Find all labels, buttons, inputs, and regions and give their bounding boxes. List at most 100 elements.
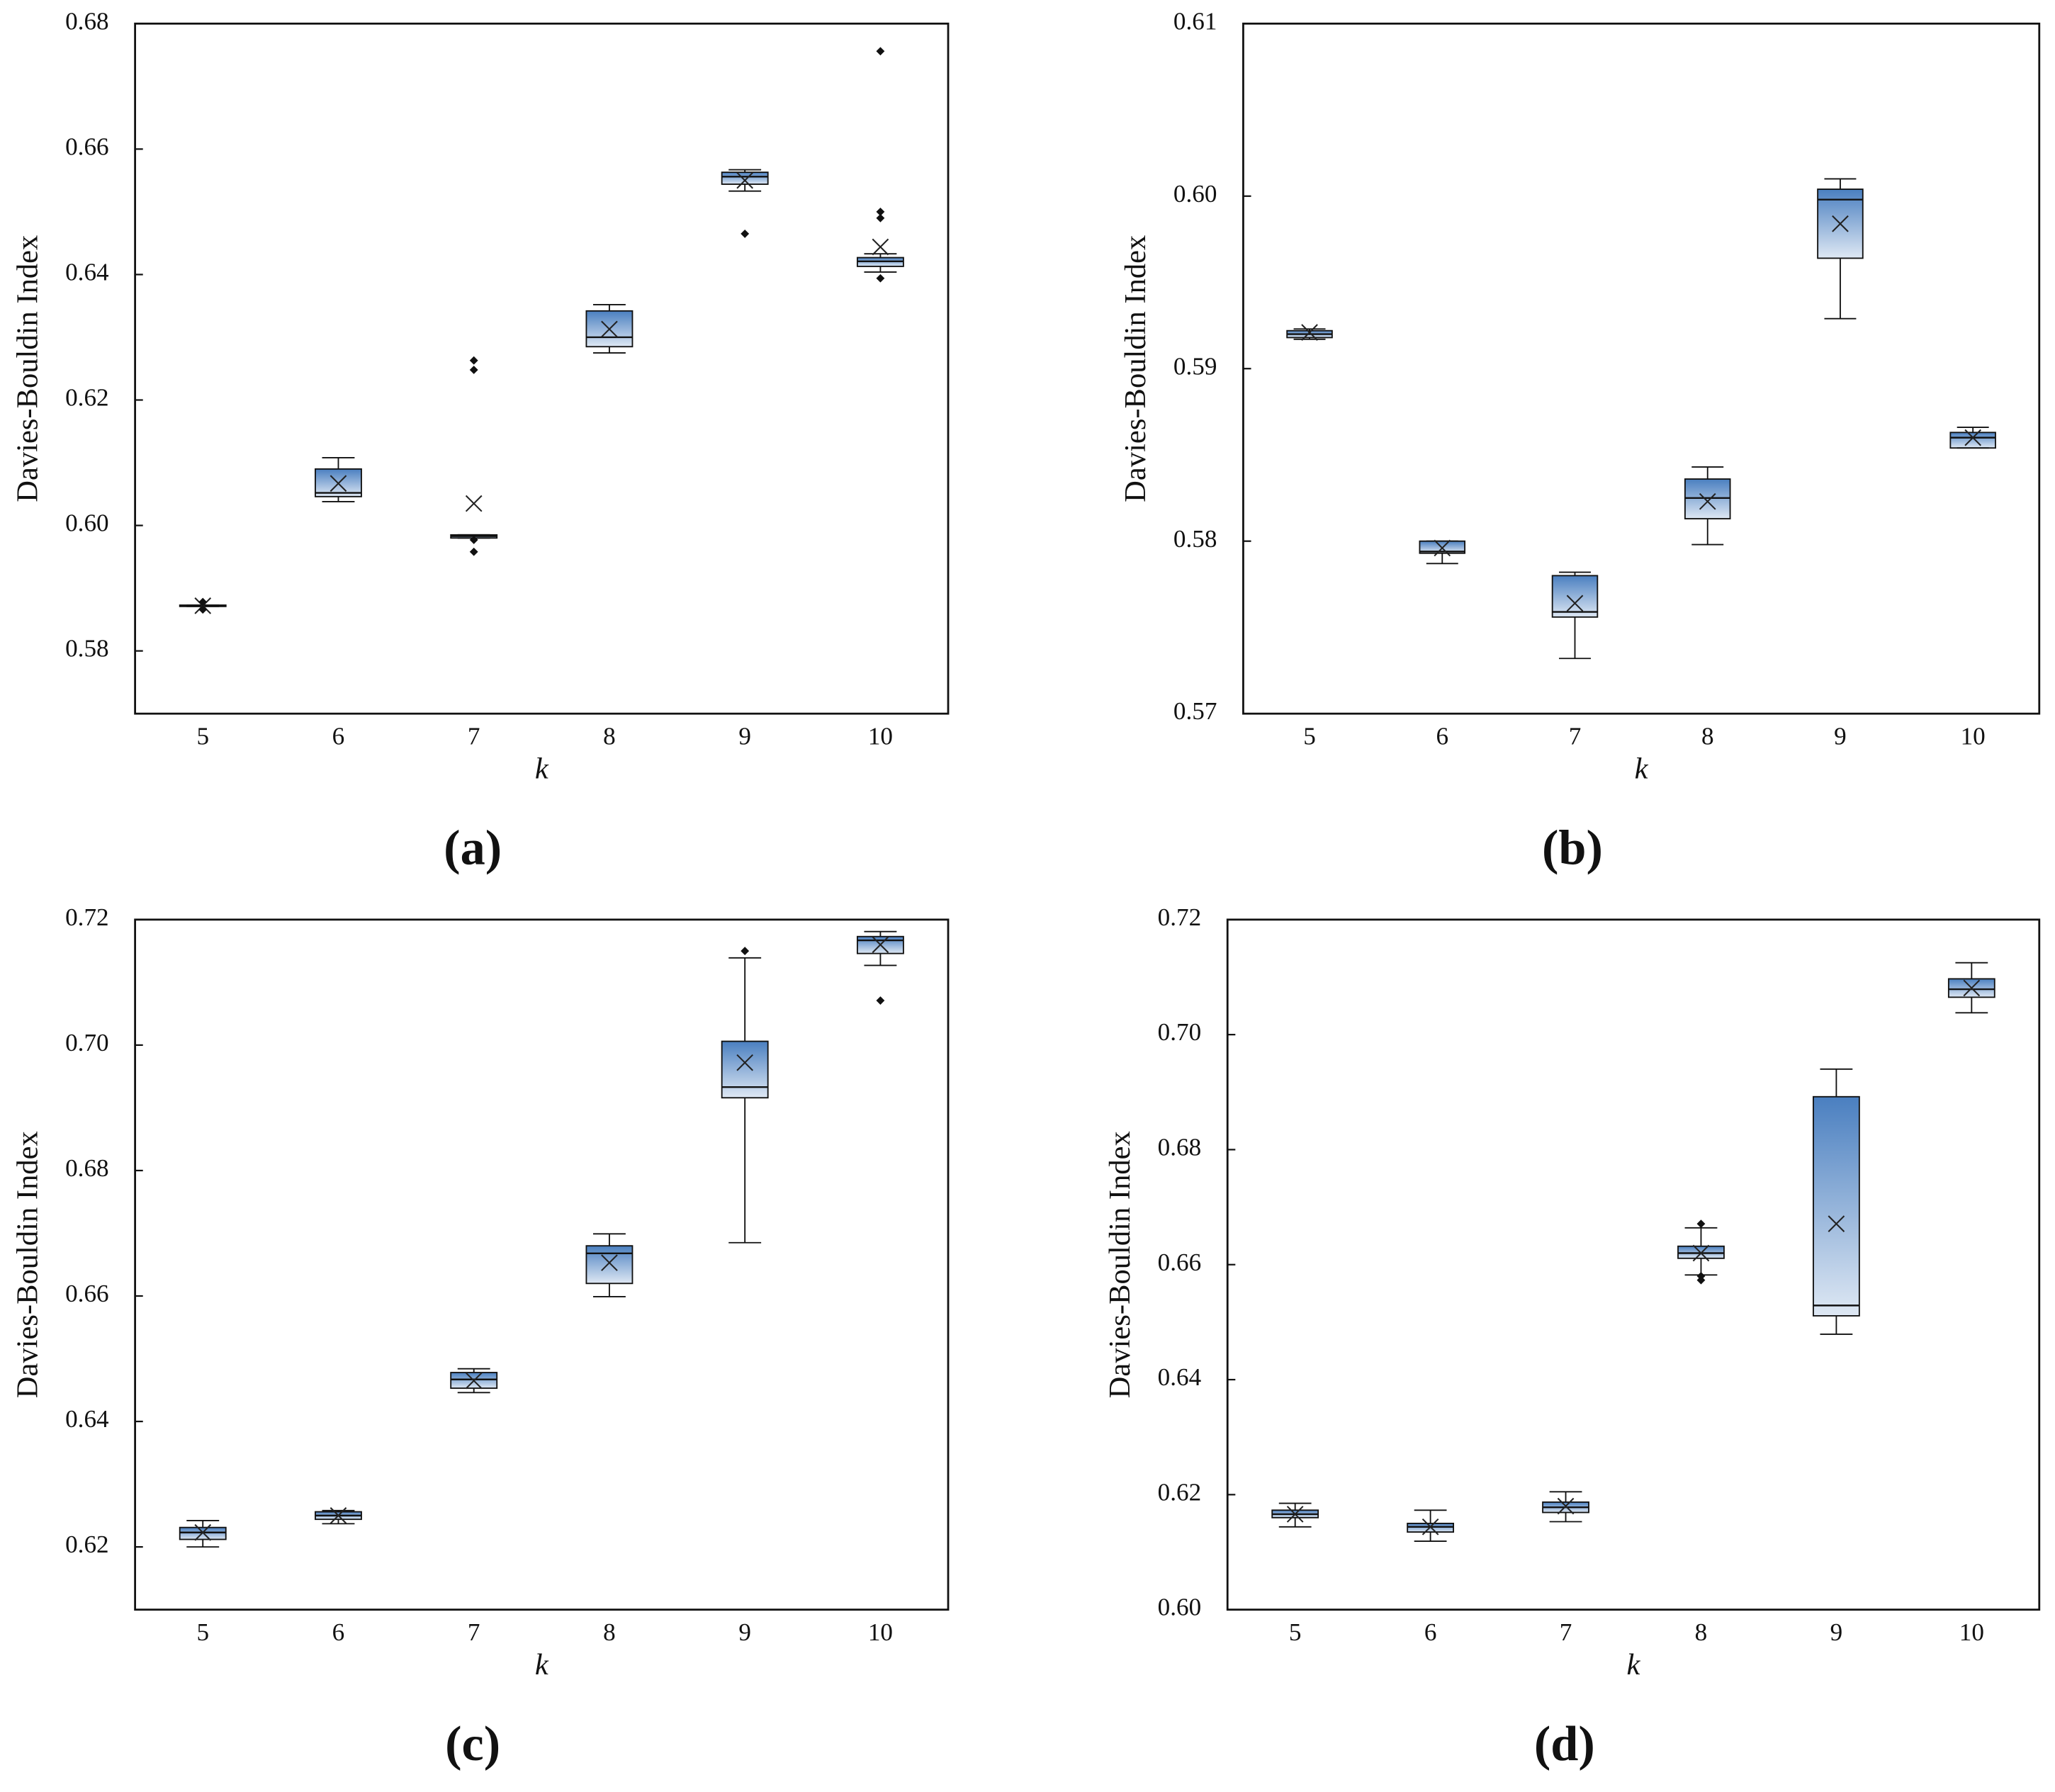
outlier [876,213,885,222]
y-tick-label: 0.72 [65,903,109,931]
mean-marker [736,1054,754,1071]
mean-marker [601,320,618,338]
y-tick-label: 0.70 [65,1029,109,1056]
outlier [741,229,750,238]
x-tick-label: 10 [1959,1618,1984,1646]
mean-marker [1434,539,1451,557]
y-tick-label: 0.68 [65,7,109,35]
mean-marker [330,1507,347,1524]
mean-marker [1832,215,1849,232]
mean-marker [465,1372,483,1390]
x-tick-label: 9 [1834,722,1847,750]
x-axis-title: k [535,1648,549,1681]
mean-marker [1963,979,1981,997]
mean-marker [1566,594,1584,612]
x-tick-label: 9 [738,1618,751,1646]
y-tick-label: 0.60 [65,509,109,537]
x-tick-label: 10 [868,1618,893,1646]
x-tick-label: 10 [1961,722,1986,750]
y-tick-label: 0.64 [65,1405,109,1433]
y-axis-title: Davies-Bouldin Index [11,235,44,502]
y-tick-label: 0.70 [1158,1018,1202,1046]
y-tick-label: 0.68 [65,1154,109,1182]
mean-marker [1692,1244,1710,1262]
box [585,1245,634,1285]
y-tick-label: 0.58 [65,635,109,663]
box [1813,1095,1860,1317]
panel-label: (b) [1542,821,1603,876]
y-tick-label: 0.66 [1158,1249,1202,1276]
y-tick-label: 0.72 [1158,903,1202,931]
outlier [876,47,885,56]
x-tick-label: 9 [738,722,751,750]
y-tick-label: 0.59 [1173,352,1217,380]
outlier [469,366,478,374]
plot-frame [1226,918,2041,1611]
box [1684,478,1731,519]
y-tick-label: 0.62 [1158,1478,1202,1506]
x-axis-title: k [535,752,549,785]
x-tick-label: 7 [468,1618,480,1646]
y-tick-label: 0.62 [65,384,109,412]
mean-marker [1557,1497,1575,1515]
y-tick-label: 0.64 [1158,1363,1202,1391]
outlier [741,947,750,956]
mean-marker [736,171,754,189]
y-tick-label: 0.57 [1173,697,1217,725]
y-tick-label: 0.60 [1173,180,1217,208]
mean-marker [465,495,483,512]
x-tick-label: 5 [1289,1618,1302,1646]
mean-marker [1828,1215,1845,1232]
outlier [469,547,478,556]
box [1949,432,1996,449]
x-tick-label: 6 [1436,722,1448,750]
y-tick-label: 0.62 [65,1531,109,1558]
x-tick-label: 6 [332,722,345,750]
x-axis-title: k [1627,1648,1641,1681]
panel-label: (d) [1534,1716,1595,1771]
mean-marker [872,936,889,954]
outlier [469,356,478,365]
mean-marker [872,238,889,256]
y-tick-label: 0.68 [1158,1133,1202,1161]
x-axis-title: k [1635,752,1649,785]
y-tick-label: 0.60 [1158,1594,1202,1621]
x-tick-label: 8 [603,1618,616,1646]
x-tick-label: 7 [468,722,480,750]
y-tick-label: 0.64 [65,259,109,286]
x-tick-label: 6 [1424,1618,1437,1646]
x-tick-label: 5 [196,722,209,750]
outlier [876,996,885,1005]
box [721,171,769,185]
panel-label: (c) [445,1716,500,1771]
plot-frame [1242,22,2041,715]
x-tick-label: 7 [1569,722,1582,750]
x-tick-label: 8 [1695,1618,1708,1646]
plot-frame [134,22,950,715]
outlier [876,274,885,283]
plot-frame [134,918,950,1611]
x-tick-label: 8 [603,722,616,750]
mean-marker [1301,324,1318,341]
y-axis-title: Davies-Bouldin Index [1119,235,1152,502]
box [1551,575,1599,618]
x-tick-label: 10 [868,722,893,750]
y-tick-label: 0.58 [1173,525,1217,553]
box [721,1040,769,1099]
x-tick-label: 5 [1303,722,1316,750]
mean-marker [330,475,347,492]
outlier [1696,1275,1706,1285]
outlier [1696,1219,1706,1229]
x-tick-label: 6 [332,1618,345,1646]
x-tick-label: 8 [1701,722,1714,750]
panel-label: (a) [444,821,502,876]
mean-marker [194,1523,212,1541]
y-axis-title: Davies-Bouldin Index [1103,1131,1137,1398]
mean-marker [1286,1506,1304,1523]
mean-marker [1421,1518,1439,1535]
x-tick-label: 9 [1830,1618,1843,1646]
mean-marker [1699,492,1716,510]
y-axis-title: Davies-Bouldin Index [11,1131,44,1398]
